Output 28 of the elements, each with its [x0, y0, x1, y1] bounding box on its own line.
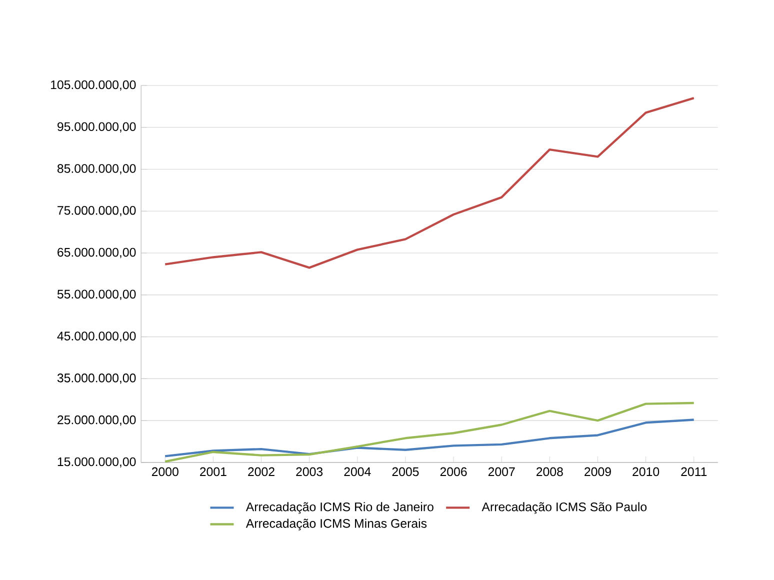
x-tick-label: 2002	[248, 467, 274, 476]
y-tick-label: 45.000.000,00	[57, 332, 136, 342]
line-series	[164, 96, 695, 269]
x-tick-label: 2007	[488, 467, 515, 476]
x-tick-label: 2008	[536, 467, 563, 476]
y-tick-label: 95.000.000,00	[58, 122, 136, 132]
line-series	[164, 418, 695, 458]
y-tick-label: 25.000.000,00	[58, 415, 136, 426]
x-tick-label: 2005	[392, 467, 419, 476]
y-tick-label: 75.000.000,00	[58, 206, 136, 216]
y-tick-label: 85.000.000,00	[57, 164, 136, 174]
x-tick-label: 2003	[296, 467, 323, 476]
x-tick-label: 2001	[200, 467, 226, 476]
line-series	[164, 402, 695, 462]
y-tick-label: 55.000.000,00	[57, 290, 136, 300]
x-tick-label: 2006	[440, 467, 467, 476]
x-tick-label: 2009	[584, 467, 611, 476]
legend-label: Arrecadação ICMS São Paulo	[482, 502, 647, 514]
y-tick-label: 65.000.000,00	[58, 248, 136, 258]
x-tick-label: 2000	[152, 467, 178, 476]
y-tick-label: 35.000.000,00	[57, 374, 136, 384]
x-tick-label: 2011	[681, 467, 707, 476]
y-tick-label: 15.000.000,00	[58, 457, 136, 468]
x-tick-label: 2004	[344, 467, 371, 476]
y-tick-label: 105.000.000,00	[51, 80, 136, 91]
legend-label: Arrecadação ICMS Rio de Janeiro	[246, 502, 434, 514]
legend-label: Arrecadação ICMS Minas Gerais	[246, 518, 427, 530]
x-tick-label: 2010	[632, 467, 660, 476]
